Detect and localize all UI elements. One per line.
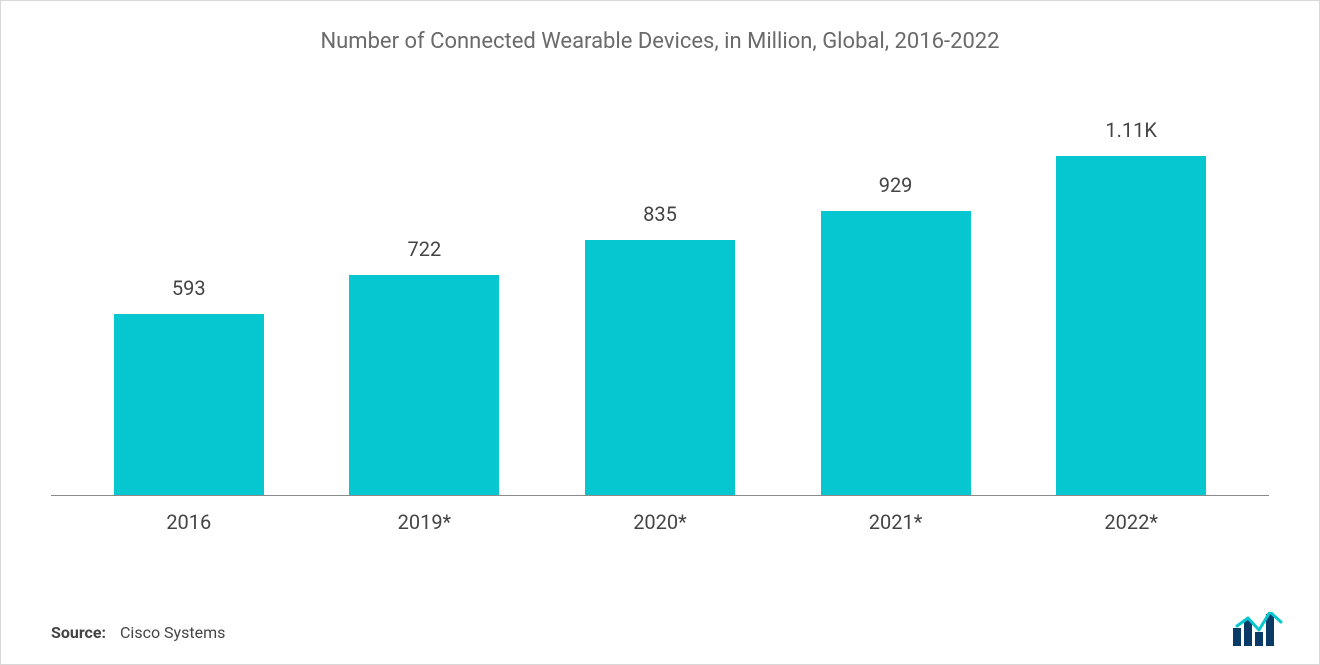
bar-value-label: 835 <box>643 202 677 226</box>
bar <box>1056 156 1206 496</box>
bar-value-label: 593 <box>172 276 206 300</box>
bar <box>114 314 264 496</box>
source-label: Source: <box>51 623 106 642</box>
bar <box>821 211 971 496</box>
bar <box>349 275 499 496</box>
source-attribution: Source: Cisco Systems <box>51 623 225 642</box>
bar <box>585 240 735 496</box>
chart-plot-area: 593 2016 722 2019* 835 2020* 929 2021* 1.11K 2022… <box>51 114 1269 534</box>
source-value: Cisco Systems <box>120 623 225 642</box>
bar-group: 929 2021* <box>816 173 976 534</box>
bar-value-label: 722 <box>408 237 442 261</box>
chart-title: Number of Connected Wearable Devices, in… <box>51 29 1269 54</box>
bar-value-label: 929 <box>879 173 913 197</box>
bar-category-label: 2020* <box>633 510 687 534</box>
bar-category-label: 2019* <box>398 510 452 534</box>
mordor-intelligence-logo-icon <box>1233 612 1289 646</box>
bar-category-label: 2016 <box>166 510 211 534</box>
bar-group: 1.11K 2022* <box>1051 118 1211 534</box>
chart-container: Number of Connected Wearable Devices, in… <box>0 0 1320 665</box>
bar-group: 722 2019* <box>344 237 504 534</box>
bar-group: 835 2020* <box>580 202 740 534</box>
bar-category-label: 2021* <box>869 510 923 534</box>
bar-category-label: 2022* <box>1104 510 1158 534</box>
bar-value-label: 1.11K <box>1105 118 1157 142</box>
x-axis-line <box>51 495 1269 496</box>
